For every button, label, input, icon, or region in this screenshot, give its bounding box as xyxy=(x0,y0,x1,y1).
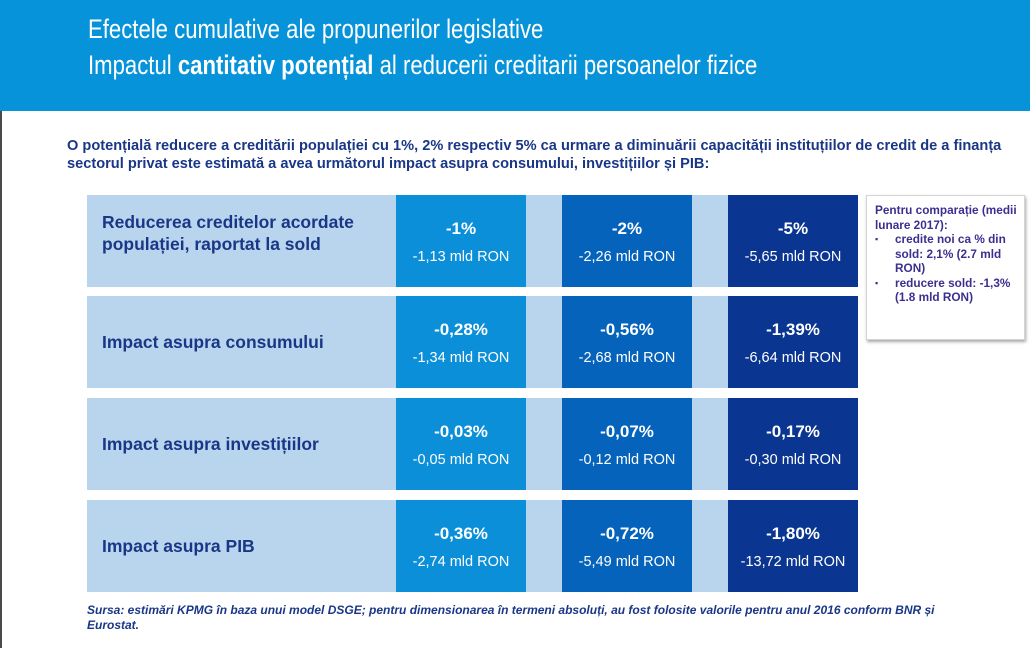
cell-amount: -13,72 mld RON xyxy=(740,554,846,570)
cell-amount: -2,68 mld RON xyxy=(578,350,676,366)
cell-percent: -1,80% xyxy=(766,524,820,543)
cell-percent: -0,17% xyxy=(766,422,820,441)
cell-percent: -0,72% xyxy=(600,524,654,543)
table-row-gdp: Impact asupra PIB -0,36% -2,74 mld RON -… xyxy=(87,500,858,592)
cell-amount: -6,64 mld RON xyxy=(744,350,842,366)
cell-5pct: -1,39% -6,64 mld RON xyxy=(728,296,858,388)
cell-5pct: -5% -5,65 mld RON xyxy=(728,195,858,287)
row-label: Impact asupra PIB xyxy=(102,536,255,556)
cell-percent: -0,56% xyxy=(600,320,654,339)
cell-amount: -2,74 mld RON xyxy=(412,554,510,570)
cell-percent: -0,03% xyxy=(434,422,488,441)
cell-percent: -0,07% xyxy=(600,422,654,441)
cell-2pct: -2% -2,26 mld RON xyxy=(562,195,692,287)
subtitle-bold: cantitativ potențial xyxy=(177,50,374,80)
cell-amount: -5,49 mld RON xyxy=(578,554,676,570)
comparison-bullet-text: reducere sold: -1,3% (1.8 mld RON) xyxy=(895,275,1011,305)
comparison-title: Pentru comparație (medii lunare 2017): xyxy=(875,203,1017,232)
page-title: Efectele cumulative ale propunerilor leg… xyxy=(88,14,544,44)
row-label: Impact asupra investițiilor xyxy=(102,434,319,454)
table-row-consumption: Impact asupra consumului -0,28% -1,34 ml… xyxy=(87,296,858,388)
cell-amount: -5,65 mld RON xyxy=(744,249,842,265)
cell-percent: -5% xyxy=(777,219,809,238)
cell-percent: -0,28% xyxy=(434,320,488,339)
cell-2pct: -0,56% -2,68 mld RON xyxy=(562,296,692,388)
source-note: Sursa: estimări KPMG în baza unui model … xyxy=(87,603,935,632)
cell-amount: -1,34 mld RON xyxy=(412,350,510,366)
cell-percent: -2% xyxy=(611,219,643,238)
cell-5pct: -1,80% -13,72 mld RON xyxy=(728,500,858,592)
cell-amount: -0,12 mld RON xyxy=(578,452,676,468)
page-subtitle: Impactul cantitativ potențial al reducer… xyxy=(88,50,757,81)
intro-text: O potențială reducere a creditării popul… xyxy=(67,138,1002,172)
cell-2pct: -0,72% -5,49 mld RON xyxy=(562,500,692,592)
row-label: Impact asupra consumului xyxy=(102,332,324,352)
header-band: Efectele cumulative ale propunerilor leg… xyxy=(0,0,1030,111)
comparison-bullet: ▪ credite noi ca % din sold: 2,1% (2.7 m… xyxy=(875,232,1018,276)
cell-percent: -0,36% xyxy=(434,524,488,543)
square-bullet-icon: ▪ xyxy=(875,277,879,288)
subtitle-post: al reducerii creditarii persoanelor fizi… xyxy=(373,50,758,80)
cell-percent: -1,39% xyxy=(766,320,820,339)
cell-5pct: -0,17% -0,30 mld RON xyxy=(728,398,858,490)
cell-amount: -1,13 mld RON xyxy=(412,249,510,265)
cell-1pct: -0,36% -2,74 mld RON xyxy=(396,500,526,592)
cell-amount: -0,30 mld RON xyxy=(744,452,842,468)
subtitle-pre: Impactul xyxy=(88,50,178,80)
row-label: Reducerea creditelor acordate populației… xyxy=(102,212,354,254)
comparison-bullet: ▪ reducere sold: -1,3% (1.8 mld RON) xyxy=(875,276,1018,305)
table-row-credit-reduction: Reducerea creditelor acordate populației… xyxy=(87,195,858,287)
cell-1pct: -0,28% -1,34 mld RON xyxy=(396,296,526,388)
cell-percent: -1% xyxy=(445,219,477,238)
comparison-bullet-text: credite noi ca % din sold: 2,1% (2.7 mld… xyxy=(895,232,1006,275)
comparison-box: Pentru comparație (medii lunare 2017): ▪… xyxy=(866,195,1025,340)
cell-2pct: -0,07% -0,12 mld RON xyxy=(562,398,692,490)
cell-1pct: -1% -1,13 mld RON xyxy=(396,195,526,287)
square-bullet-icon: ▪ xyxy=(875,234,879,244)
table-row-investments: Impact asupra investițiilor -0,03% -0,05… xyxy=(87,398,858,490)
cell-amount: -0,05 mld RON xyxy=(412,452,510,468)
page-left-border xyxy=(0,0,2,648)
cell-1pct: -0,03% -0,05 mld RON xyxy=(396,398,526,490)
cell-amount: -2,26 mld RON xyxy=(578,249,676,265)
